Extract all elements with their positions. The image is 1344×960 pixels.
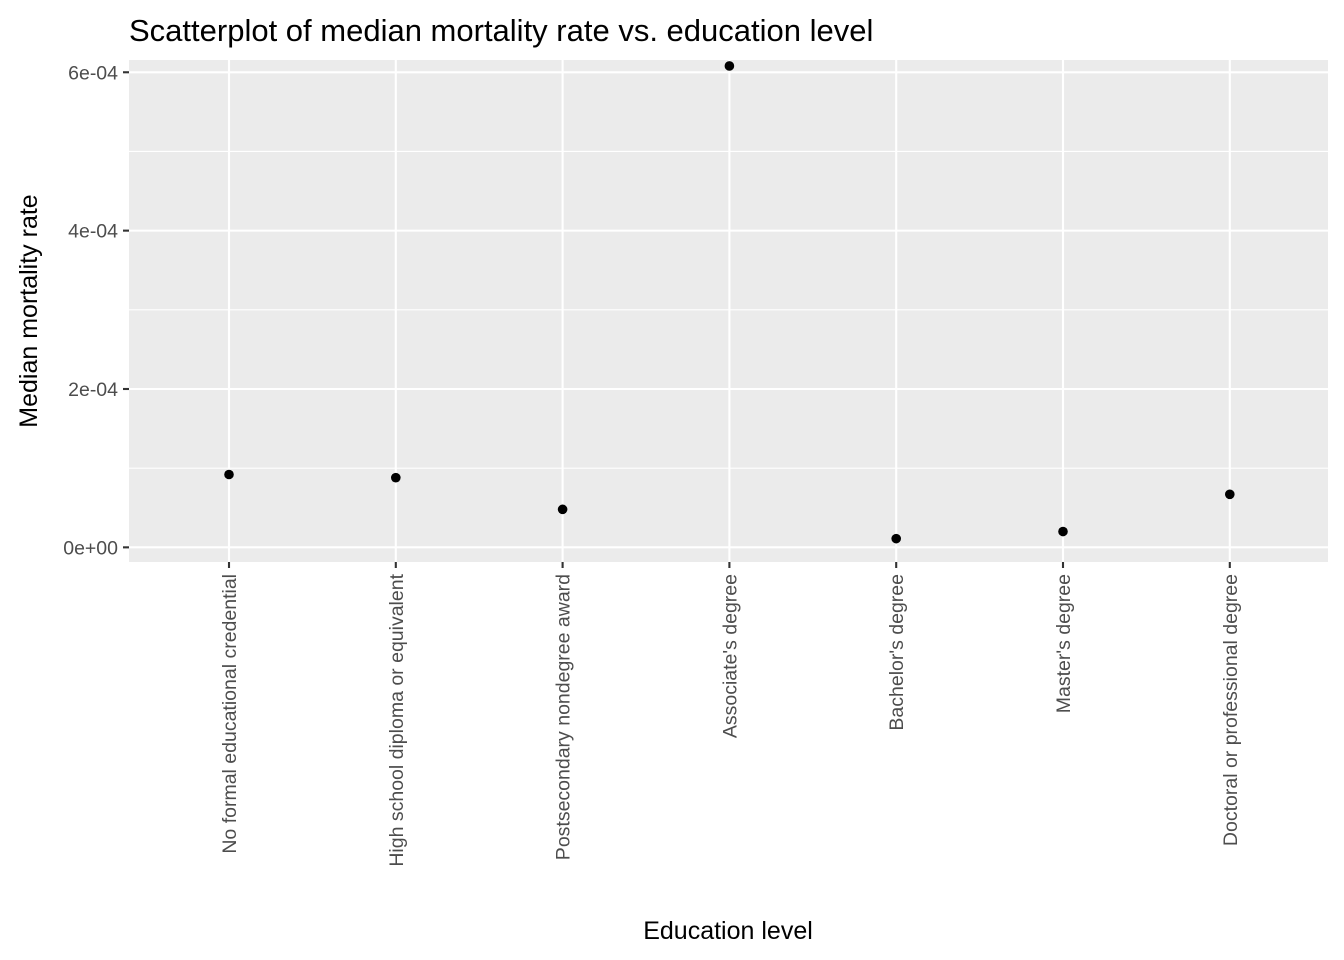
y-axis-title: Median mortality rate	[15, 194, 43, 427]
y-tick-label: 6e-04	[68, 62, 118, 84]
x-tick-label: Master's degree	[1053, 574, 1075, 713]
data-point	[557, 504, 568, 515]
grid-lines	[129, 60, 1328, 562]
chart-title: Scatterplot of median mortality rate vs.…	[129, 13, 873, 48]
x-tick-label: High school diploma or equivalent	[386, 573, 408, 866]
x-tick-label: Postsecondary nondegree award	[553, 574, 575, 860]
x-tick-label: Doctoral or professional degree	[1220, 574, 1242, 846]
x-tick-label: Associate's degree	[719, 574, 741, 738]
axis-ticks	[123, 71, 1231, 568]
y-tick-label: 2e-04	[68, 379, 118, 401]
data-point	[224, 469, 234, 480]
data-points	[224, 61, 1235, 544]
data-point	[1225, 489, 1235, 500]
data-point	[1058, 526, 1068, 537]
data-point	[891, 533, 901, 544]
x-tick-label: Bachelor's degree	[886, 574, 908, 731]
data-point	[391, 472, 401, 483]
x-axis-title: Education level	[643, 917, 813, 945]
y-tick-label: 0e+00	[63, 537, 118, 559]
data-point	[724, 61, 735, 71]
y-tick-label: 4e-04	[68, 221, 118, 243]
tick-labels: 0e+00 2e-04 4e-04 6e-04 No formal educationa…	[63, 62, 1242, 866]
x-tick-label: No formal educational credential	[219, 574, 241, 854]
